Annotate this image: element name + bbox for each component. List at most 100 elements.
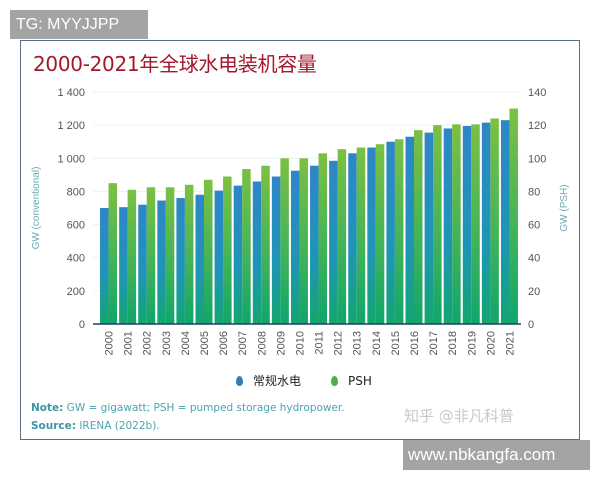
bar-conventional <box>367 147 376 324</box>
bar-conventional <box>157 200 166 324</box>
x-tick-label: 2008 <box>256 331 268 355</box>
bar-conventional <box>100 208 109 324</box>
x-tick-label: 2005 <box>199 331 211 355</box>
y-tick-label-left: 1 200 <box>57 120 85 132</box>
y-tick-label-right: 100 <box>528 153 546 165</box>
x-tick-label: 2010 <box>294 331 306 355</box>
bar-psh <box>490 118 499 324</box>
y-tick-label-right: 80 <box>528 186 540 198</box>
x-tick-label: 2016 <box>409 331 421 355</box>
y-tick-label-left: 1 400 <box>57 87 85 99</box>
y-tick-label-right: 140 <box>528 87 546 99</box>
bar-psh <box>433 125 442 325</box>
x-tick-label: 2006 <box>218 331 230 355</box>
source-label: Source: <box>31 420 76 432</box>
bar-psh <box>375 144 385 324</box>
bar-conventional <box>271 176 281 324</box>
note-line: Note: GW = gigawatt; PSH = pumped storag… <box>31 399 345 417</box>
bar-conventional <box>233 185 243 324</box>
x-tick-label: 2017 <box>428 331 440 355</box>
bar-conventional <box>462 125 472 324</box>
y-tick-label-right: 0 <box>528 319 534 331</box>
x-tick-label: 2014 <box>371 331 383 355</box>
y-tick-label-left: 400 <box>67 253 85 265</box>
legend-item-psh: PSH <box>331 374 372 388</box>
bar-conventional <box>214 190 224 324</box>
legend-label: 常规水电 <box>253 374 302 388</box>
bar-psh <box>356 147 366 324</box>
bar-conventional <box>443 128 453 324</box>
y-tick-label-left: 1 000 <box>57 153 85 165</box>
bar-psh <box>299 158 308 324</box>
source-line: Source: IRENA (2022b). <box>31 417 345 435</box>
y-tick-label-left: 200 <box>67 286 85 298</box>
droplet-icon <box>331 375 339 386</box>
note-text: GW = gigawatt; PSH = pumped storage hydr… <box>63 402 345 414</box>
bar-conventional <box>405 136 414 324</box>
x-tick-label: 2015 <box>390 331 402 355</box>
y-tick-label-right: 40 <box>528 253 540 265</box>
chart-notes: Note: GW = gigawatt; PSH = pumped storag… <box>31 399 345 435</box>
x-tick-label: 2012 <box>333 331 345 355</box>
y-tick-label-left: 800 <box>67 186 85 198</box>
watermark-bottom: www.nbkangfa.com <box>403 440 590 470</box>
x-tick-label: 2002 <box>142 331 154 355</box>
x-tick-label: 2009 <box>275 331 287 355</box>
x-tick-label: 2004 <box>180 331 192 355</box>
bar-psh <box>165 187 175 324</box>
bar-psh <box>452 124 461 324</box>
legend: 常规水电 PSH <box>236 372 402 389</box>
droplet-icon <box>236 375 243 386</box>
bar-conventional <box>310 165 319 324</box>
bar-psh <box>414 130 423 324</box>
legend-label: PSH <box>348 373 372 388</box>
bar-conventional <box>348 153 357 324</box>
bar-psh <box>223 176 232 324</box>
watermark-top: TG: MYYJJPP <box>10 10 148 39</box>
y-tick-label-left: 0 <box>79 319 85 331</box>
bar-psh <box>471 124 480 324</box>
bar-psh <box>204 179 213 324</box>
bar-conventional <box>424 132 434 324</box>
note-label: Note: <box>31 402 64 414</box>
bar-psh <box>184 184 194 324</box>
x-tick-label: 2007 <box>237 331 249 355</box>
y-tick-label-right: 20 <box>528 286 540 298</box>
chart-title: 2000-2021年全球水电装机容量 <box>33 52 317 76</box>
y-tick-label-right: 120 <box>528 120 546 132</box>
bar-psh <box>242 169 251 324</box>
x-tick-label: 2011 <box>314 331 326 355</box>
bar-psh <box>280 158 289 324</box>
legend-item-conventional: 常规水电 <box>236 372 301 389</box>
bar-conventional <box>290 170 300 324</box>
bar-psh <box>127 189 137 324</box>
x-tick-label: 2000 <box>104 331 116 355</box>
bar-psh <box>318 153 328 324</box>
bar-conventional <box>195 194 204 324</box>
x-tick-label: 2019 <box>466 331 478 355</box>
bar-psh <box>509 108 518 324</box>
x-tick-label: 2003 <box>161 331 173 355</box>
watermark-zhihu: 知乎 @非凡科普 <box>404 407 514 425</box>
x-tick-label: 2018 <box>447 331 459 355</box>
x-tick-label: 2021 <box>504 331 516 355</box>
x-tick-label: 2020 <box>485 331 497 355</box>
source-text: IRENA (2022b). <box>75 420 160 432</box>
bar-psh <box>146 187 156 324</box>
y-axis-title-right: GW (PSH) <box>559 184 570 231</box>
bar-conventional <box>119 207 128 324</box>
bar-conventional <box>138 204 147 324</box>
bar-conventional <box>386 141 395 324</box>
y-tick-label-right: 60 <box>528 220 540 232</box>
bar-conventional <box>500 120 510 325</box>
x-tick-label: 2001 <box>123 331 135 355</box>
bar-psh <box>337 149 347 324</box>
bar-conventional <box>329 160 338 324</box>
y-axis-title-left: GW (conventional) <box>31 167 42 250</box>
bar-conventional <box>252 181 262 324</box>
bar-psh <box>108 183 118 324</box>
bar-psh <box>394 139 404 324</box>
y-tick-label-left: 600 <box>67 220 85 232</box>
bar-psh <box>261 165 270 324</box>
